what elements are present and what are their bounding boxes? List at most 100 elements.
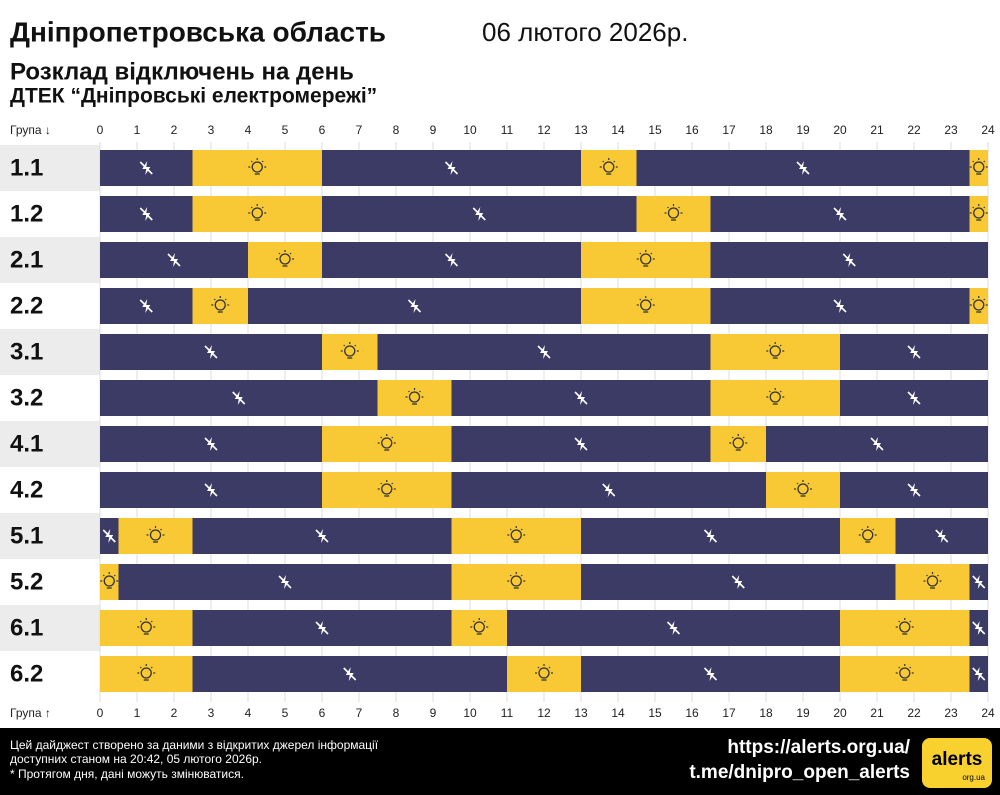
- x-tick-label-bottom: 17: [722, 706, 736, 720]
- logo-sub: org.ua: [962, 773, 985, 782]
- power-off-icon: [315, 621, 329, 635]
- x-tick-label-top: 3: [208, 123, 215, 137]
- bulb-ray: [742, 436, 745, 439]
- x-tick-label-top: 6: [319, 123, 326, 137]
- segment: [192, 196, 322, 232]
- row-band: [0, 513, 100, 559]
- group-label: 4.2: [10, 476, 43, 503]
- x-tick-label-top: 9: [430, 123, 437, 137]
- bolt-slash: [139, 207, 153, 221]
- power-off-icon: [870, 437, 884, 451]
- bolt-slash: [731, 575, 745, 589]
- bulb-ray: [972, 160, 975, 163]
- bolt-slash: [796, 161, 810, 175]
- segment: [451, 518, 581, 554]
- bolt-slash: [574, 437, 588, 451]
- x-tick-label-bottom: 0: [97, 706, 104, 720]
- bulb-ray: [807, 482, 810, 485]
- bulb: [381, 483, 393, 495]
- segment: [451, 610, 507, 646]
- bulb-ray: [898, 620, 901, 623]
- x-tick-label-bottom: 7: [356, 706, 363, 720]
- bulb-ray: [380, 436, 383, 439]
- power-on-icon: [636, 250, 655, 267]
- segment: [377, 380, 452, 416]
- power-off-icon: [472, 207, 486, 221]
- power-on-icon: [276, 250, 294, 267]
- link[interactable]: t.me/dnipro_open_alerts: [689, 762, 910, 783]
- bolt-slash: [472, 207, 486, 221]
- row-band: [0, 329, 100, 375]
- bolt-slash: [167, 253, 181, 267]
- bulb: [640, 299, 652, 311]
- power-off-icon: [703, 529, 718, 543]
- bulb-ray: [537, 666, 540, 669]
- segment: [895, 564, 970, 600]
- bulb-ray: [139, 666, 142, 669]
- power-off-icon: [139, 299, 153, 313]
- bulb: [667, 207, 680, 219]
- bolt-slash: [833, 299, 847, 313]
- bolt-slash: [907, 345, 921, 359]
- row-band: [0, 145, 100, 191]
- bolt-slash: [537, 345, 551, 359]
- bolt-slash: [278, 575, 292, 589]
- group-label: 1.2: [10, 200, 43, 227]
- bulb-ray: [972, 298, 975, 301]
- bulb-ray: [343, 344, 346, 347]
- bolt-slash: [842, 253, 856, 267]
- bulb-ray: [472, 620, 475, 623]
- bulb-ray: [520, 528, 523, 531]
- bulb-ray: [768, 344, 771, 347]
- segment: [636, 196, 711, 232]
- bulb-ray: [139, 620, 142, 623]
- bulb-ray: [509, 528, 512, 531]
- power-off-icon: [907, 483, 921, 497]
- segment: [322, 472, 452, 508]
- bolt-slash: [407, 299, 422, 313]
- bulb: [973, 207, 985, 219]
- bulb-ray: [779, 344, 782, 347]
- x-tick-label-top: 23: [944, 123, 958, 137]
- bulb: [973, 161, 985, 173]
- bulb: [603, 161, 615, 173]
- power-on-icon: [858, 526, 877, 543]
- segment: [710, 334, 840, 370]
- x-tick-label-top: 4: [245, 123, 252, 137]
- bulb-ray: [613, 160, 616, 163]
- power-off-icon: [343, 667, 357, 681]
- group-label: 2.1: [10, 246, 43, 273]
- bolt-slash: [907, 483, 921, 497]
- segment: [451, 564, 581, 600]
- bulb-ray: [983, 160, 986, 163]
- segment: [840, 656, 970, 692]
- bulb-ray: [861, 528, 864, 531]
- power-on-icon: [340, 342, 359, 359]
- bulb-ray: [898, 666, 901, 669]
- segment: [581, 150, 637, 186]
- power-off-icon: [232, 391, 246, 405]
- y-label-top: Група ↓: [10, 123, 51, 137]
- bulb-ray: [972, 206, 975, 209]
- group-label: 4.1: [10, 430, 43, 457]
- bulb-ray: [149, 528, 151, 531]
- bulb-ray: [509, 574, 512, 577]
- x-tick-label-top: 8: [393, 123, 400, 137]
- bulb: [344, 345, 356, 357]
- bulb: [640, 253, 652, 265]
- bulb-ray: [250, 160, 253, 163]
- link[interactable]: https://alerts.org.ua/: [727, 737, 910, 758]
- power-off-icon: [204, 437, 218, 451]
- bulb-ray: [150, 620, 153, 623]
- bolt-slash: [444, 253, 459, 267]
- x-tick-label-top: 10: [463, 123, 477, 137]
- power-on-icon: [377, 480, 396, 497]
- x-tick-label-bottom: 22: [907, 706, 921, 720]
- bulb-ray: [650, 252, 653, 255]
- bulb: [973, 299, 985, 311]
- group-label: 2.2: [10, 292, 43, 319]
- x-tick-label-top: 1: [134, 123, 141, 137]
- bulb-ray: [261, 206, 264, 209]
- group-label: 6.1: [10, 614, 43, 641]
- bolt-slash: [935, 529, 949, 543]
